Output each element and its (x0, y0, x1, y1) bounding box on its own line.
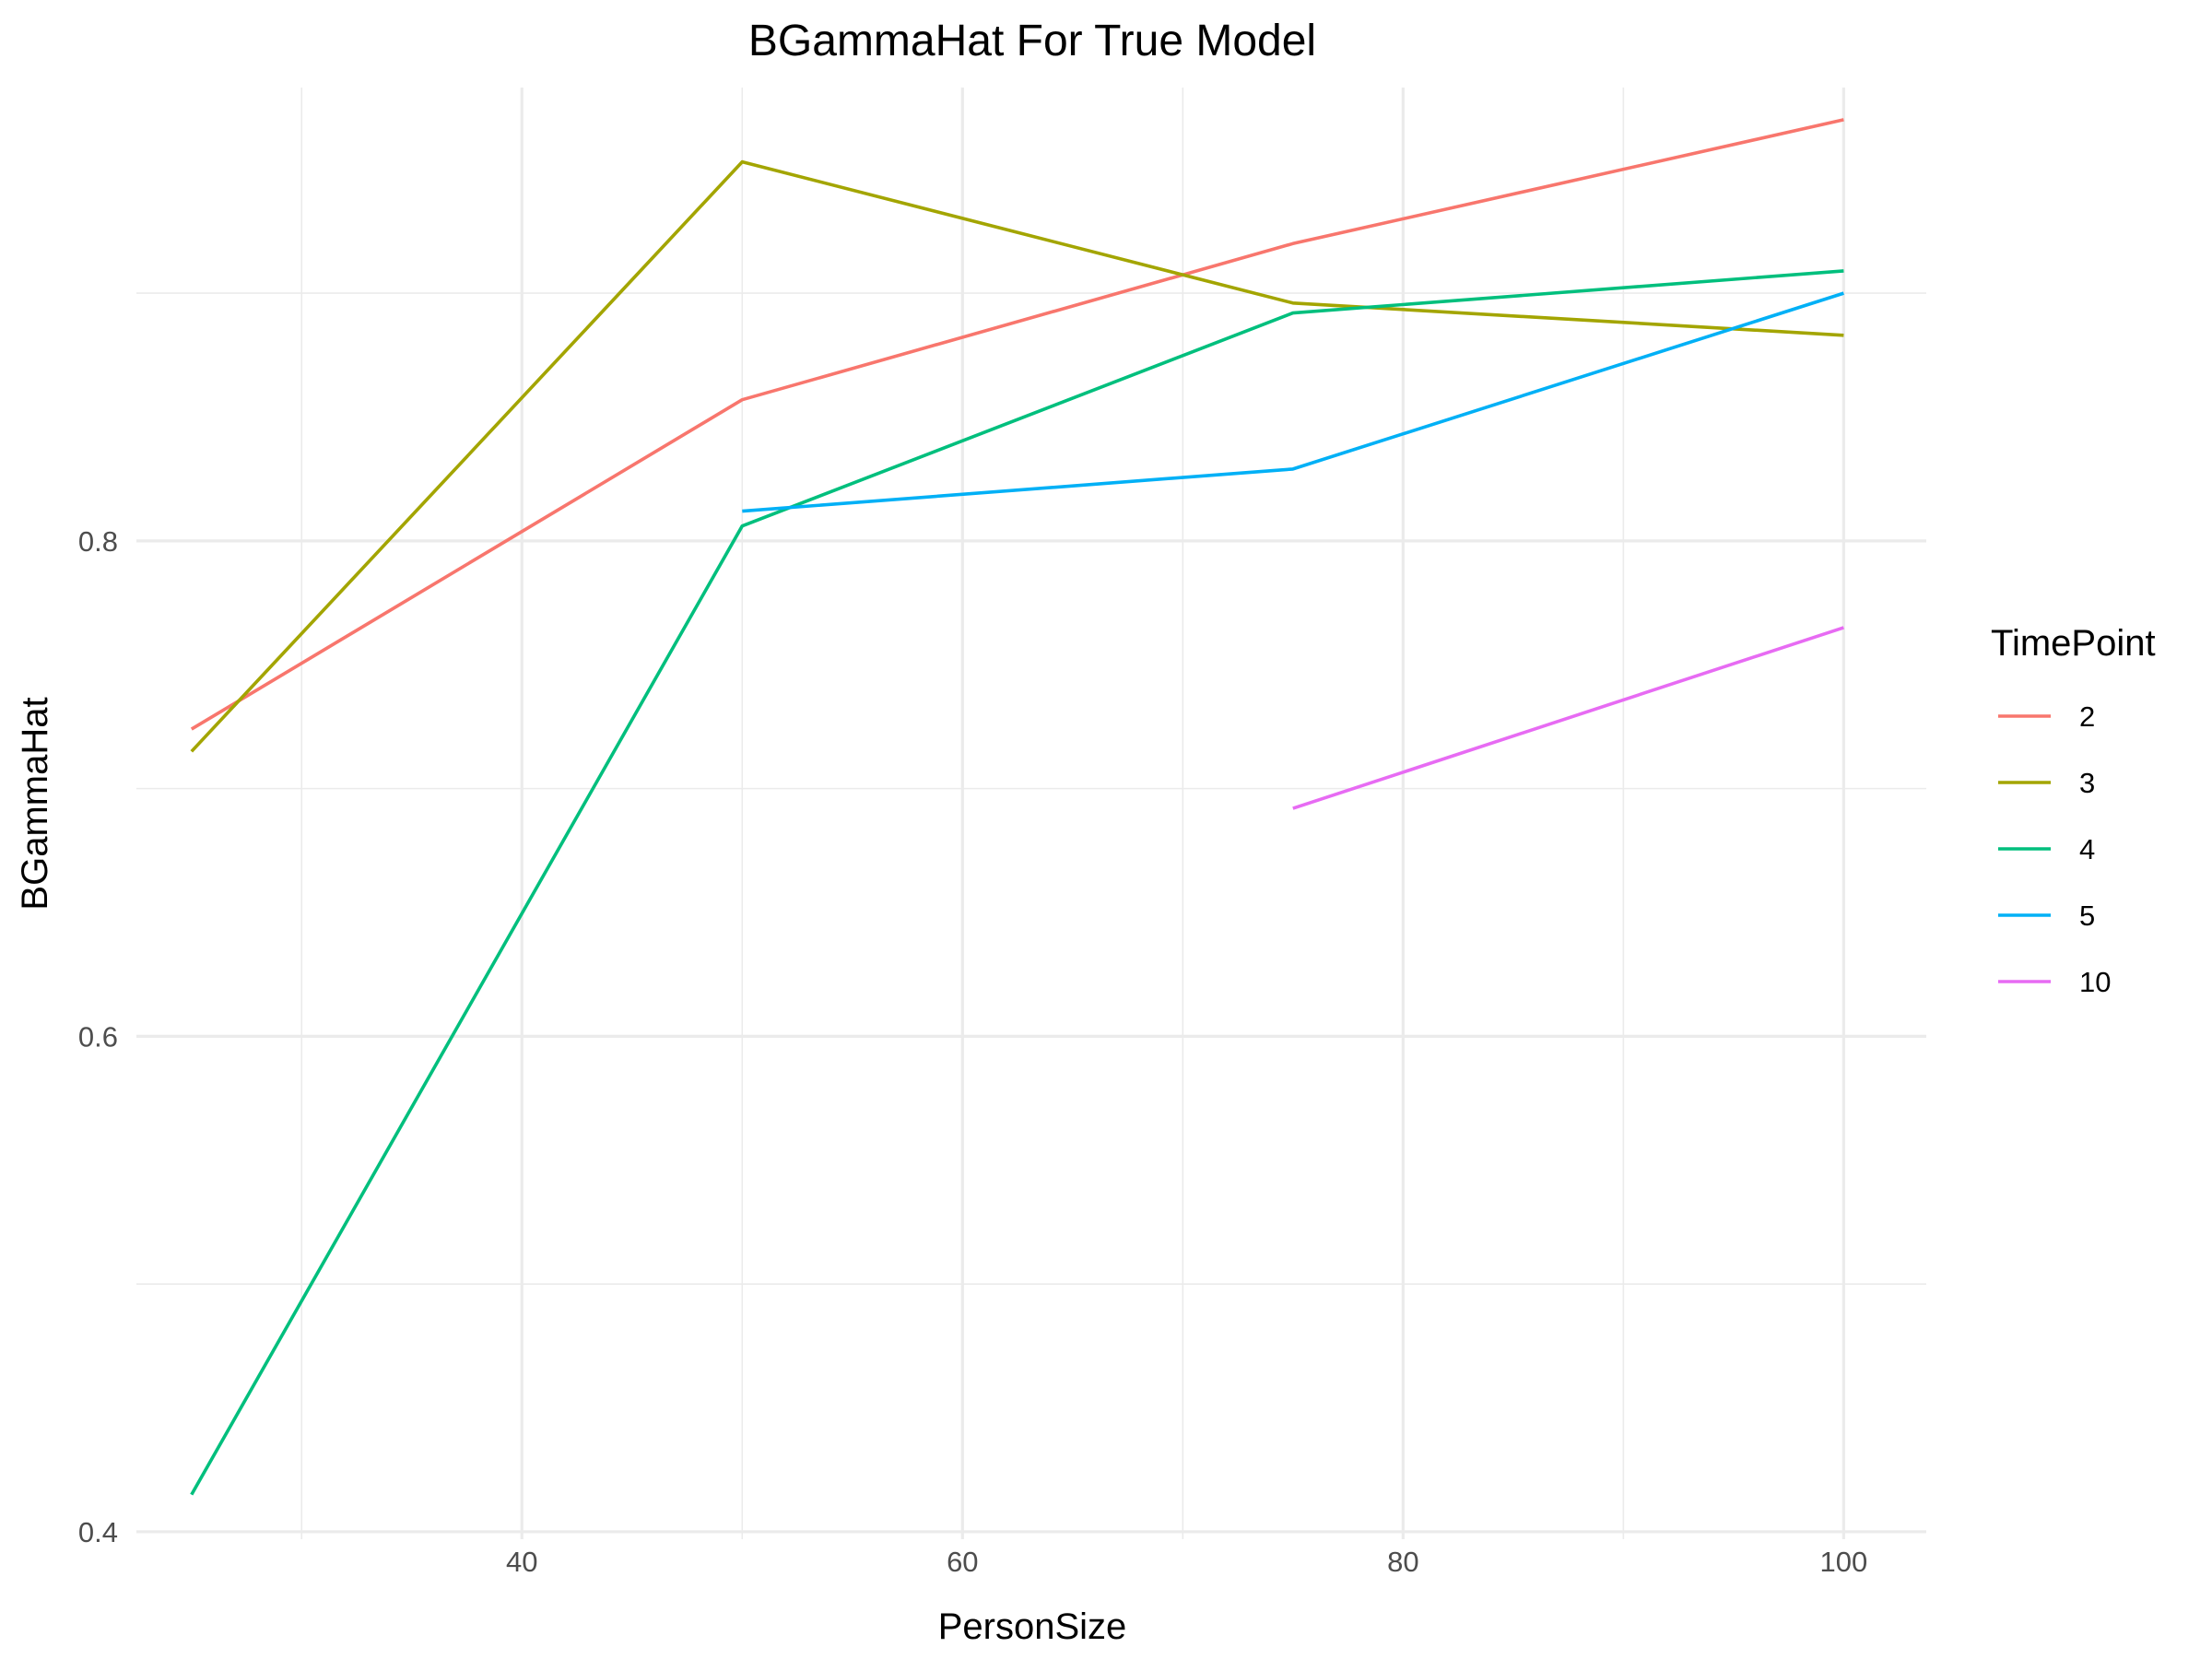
y-tick-label: 0.4 (78, 1516, 118, 1548)
series-line-3 (190, 159, 1844, 753)
legend-items: 2 3 4 5 10 (1998, 700, 2111, 998)
legend-label-4: 4 (2079, 833, 2095, 865)
series-line-2 (190, 118, 1844, 731)
legend-label-3: 3 (2079, 767, 2095, 799)
y-tick-label: 0.6 (78, 1020, 118, 1053)
x-tick-label: 100 (1820, 1546, 1868, 1578)
y-axis-title: BGammaHat (15, 697, 55, 910)
legend-title: TimePoint (1991, 623, 2156, 664)
y-tick-label: 0.8 (78, 525, 118, 558)
x-axis-ticks: 40 60 80 100 (506, 1546, 1867, 1578)
x-tick-label: 40 (506, 1546, 537, 1578)
y-axis-ticks: 0.4 0.6 0.8 (78, 525, 118, 1548)
series-line-5 (742, 291, 1844, 513)
legend-label-2: 2 (2079, 700, 2095, 733)
legend-label-5: 5 (2079, 900, 2095, 932)
series-lines (190, 118, 1844, 1496)
legend-label-10: 10 (2079, 966, 2111, 998)
grid (136, 88, 1926, 1539)
legend: TimePoint 2 3 4 5 10 (1991, 623, 2156, 998)
chart-title: BGammaHat For True Model (748, 17, 1316, 65)
x-axis-title: PersonSize (938, 1606, 1127, 1647)
series-line-10 (1292, 626, 1844, 810)
x-tick-label: 80 (1387, 1546, 1418, 1578)
series-line-4 (190, 269, 1844, 1496)
x-tick-label: 60 (947, 1546, 978, 1578)
